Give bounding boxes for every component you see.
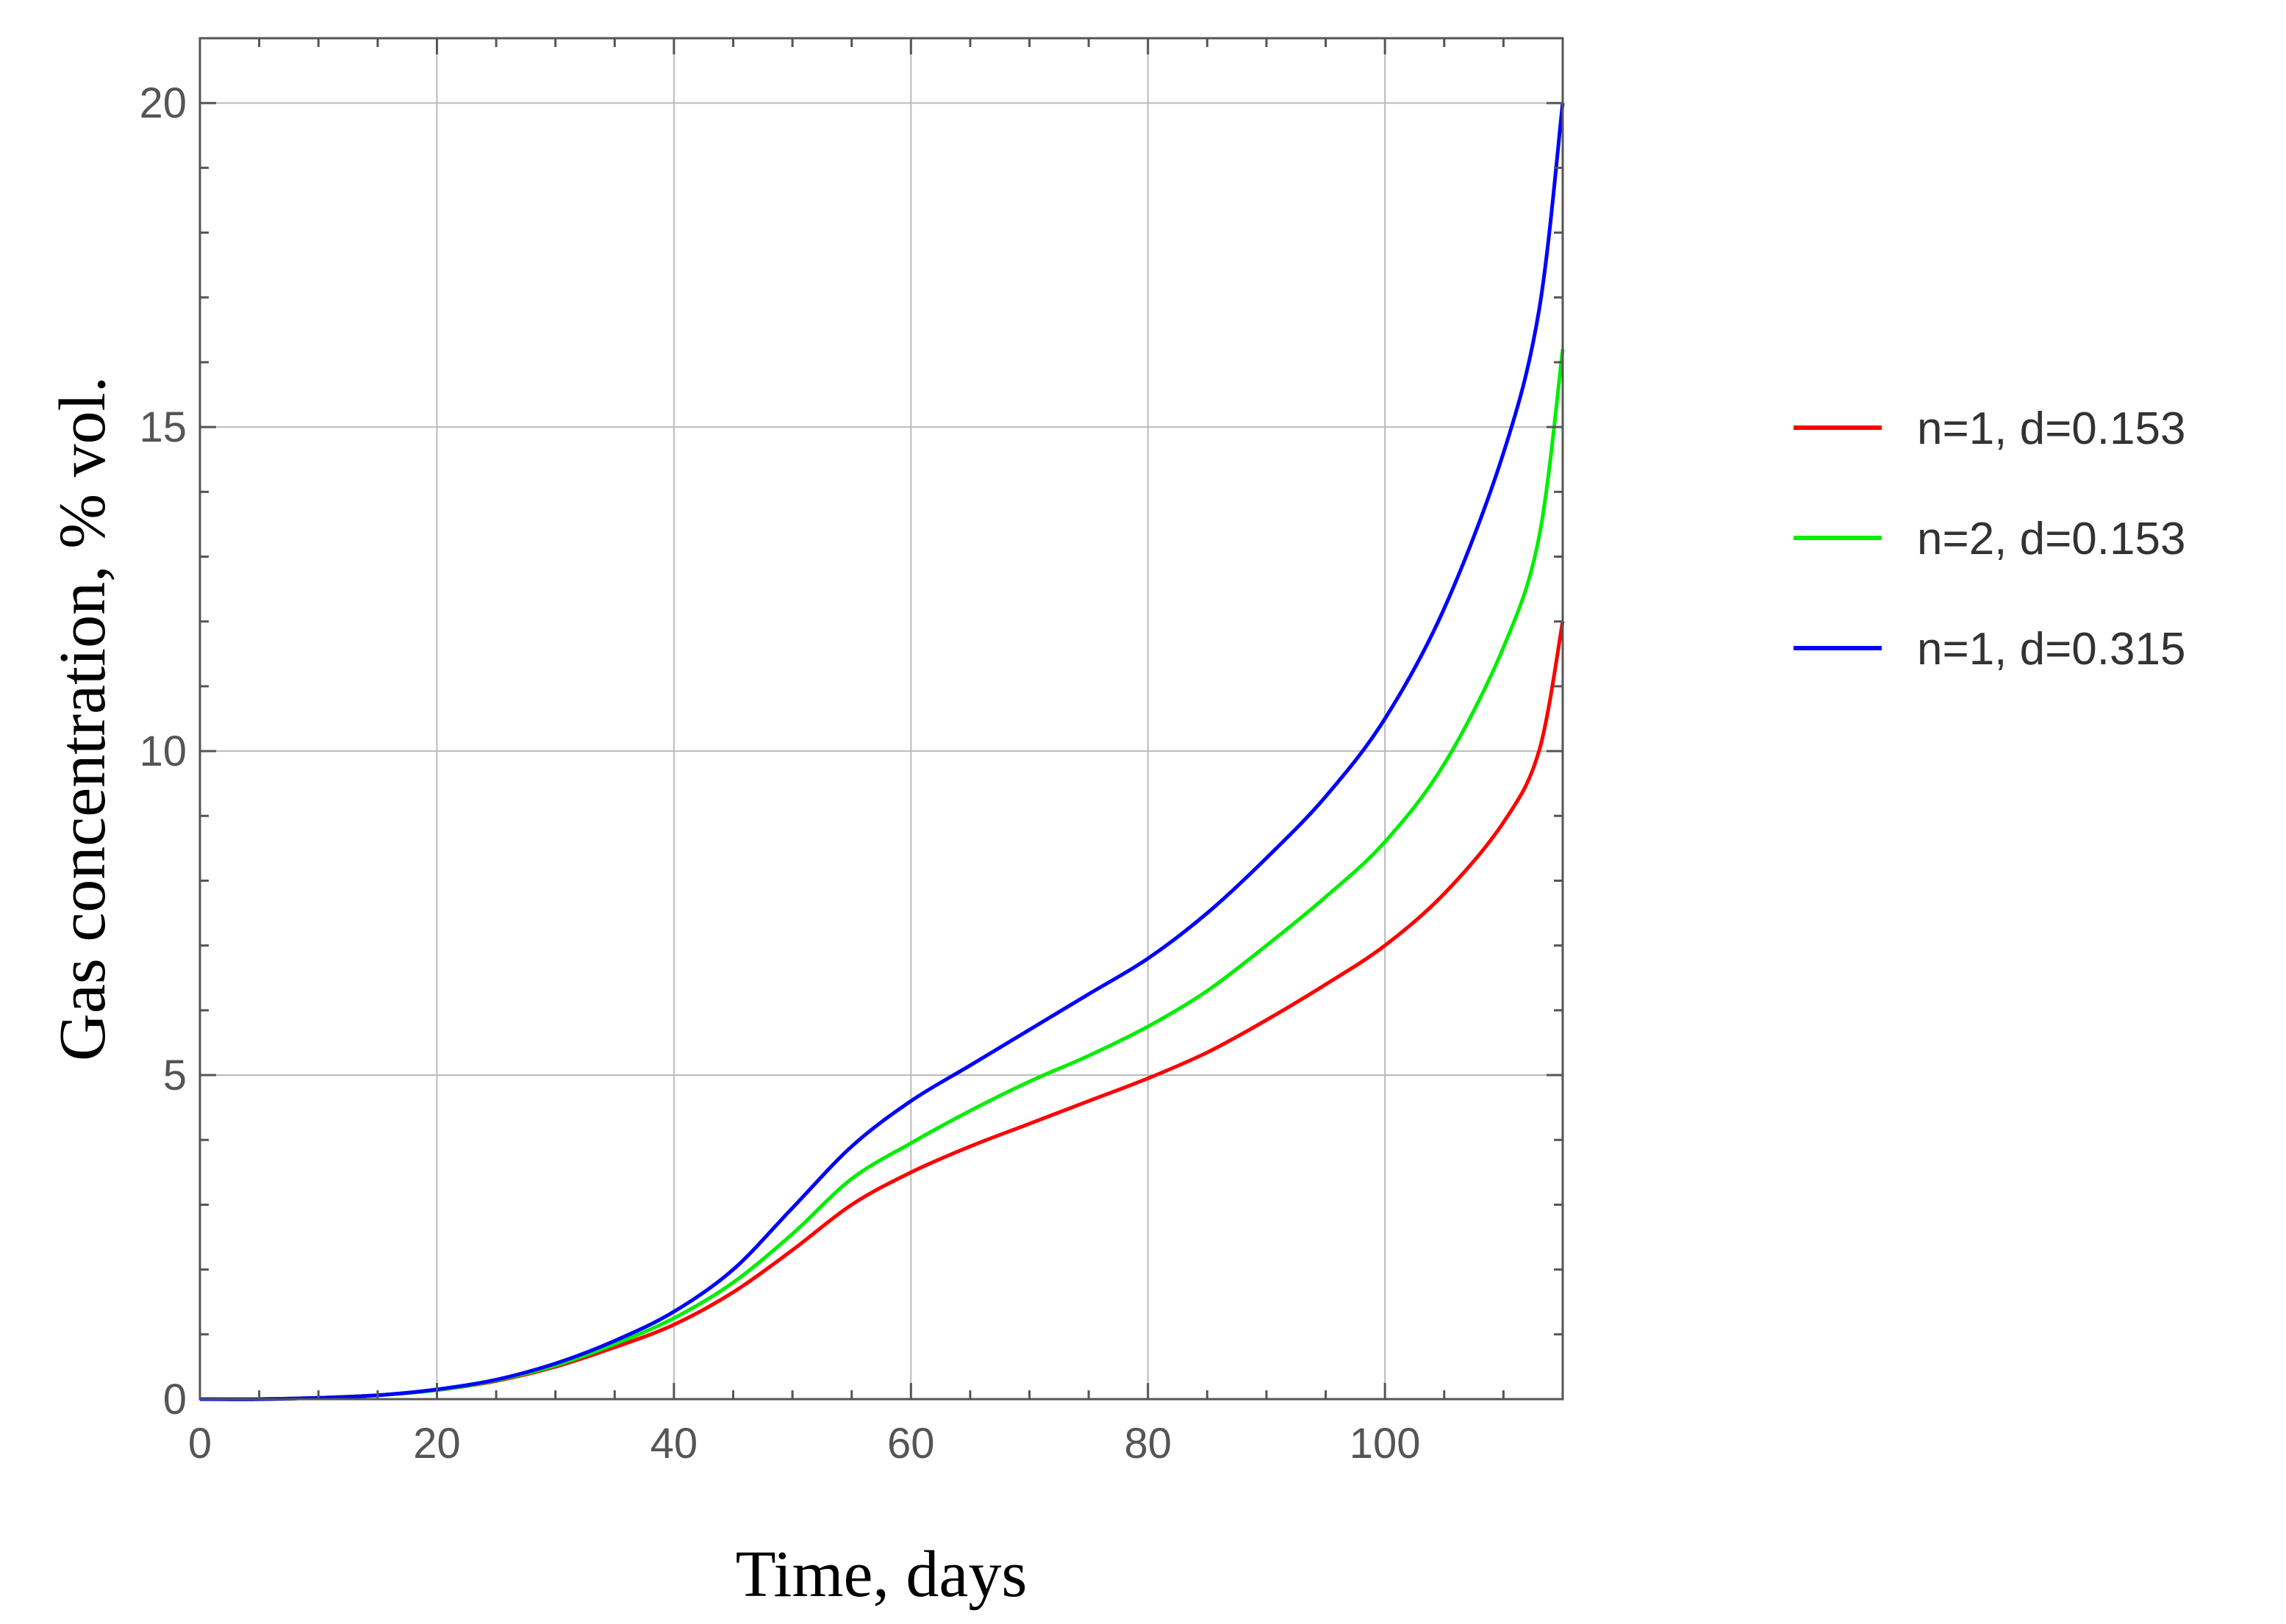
series-layer — [199, 102, 1565, 1401]
series-line-2 — [199, 349, 1565, 1401]
y-tick-label: 20 — [139, 79, 187, 127]
x-tick-label: 20 — [413, 1420, 461, 1467]
tick-labels: 0 20 40 60 80 100 0 5 10 15 20 — [139, 79, 1420, 1467]
x-tick-label: 100 — [1350, 1420, 1421, 1467]
legend-label: n=1, d=0.153 — [1917, 403, 2185, 454]
legend: n=1, d=0.153 n=2, d=0.153 n=1, d=0.315 — [1794, 403, 2185, 675]
x-tick-label: 0 — [188, 1420, 212, 1467]
plot-frame — [198, 37, 1564, 1401]
series-line-1 — [199, 621, 1565, 1401]
x-axis-title: Time, days — [736, 1538, 1028, 1611]
grid — [200, 38, 1563, 1399]
x-tick-label: 40 — [651, 1420, 698, 1467]
ticks — [198, 37, 1564, 1401]
y-tick-label: 10 — [139, 727, 187, 775]
y-tick-label: 15 — [139, 403, 187, 451]
y-tick-label: 0 — [163, 1376, 187, 1423]
y-tick-label: 5 — [163, 1052, 187, 1099]
x-tick-label: 80 — [1124, 1420, 1172, 1467]
x-tick-label: 60 — [887, 1420, 935, 1467]
y-axis-title: Gas concentration, % vol. — [46, 376, 119, 1061]
legend-label: n=2, d=0.153 — [1917, 514, 2185, 564]
legend-label: n=1, d=0.315 — [1917, 624, 2185, 675]
series-line-3 — [199, 102, 1565, 1401]
